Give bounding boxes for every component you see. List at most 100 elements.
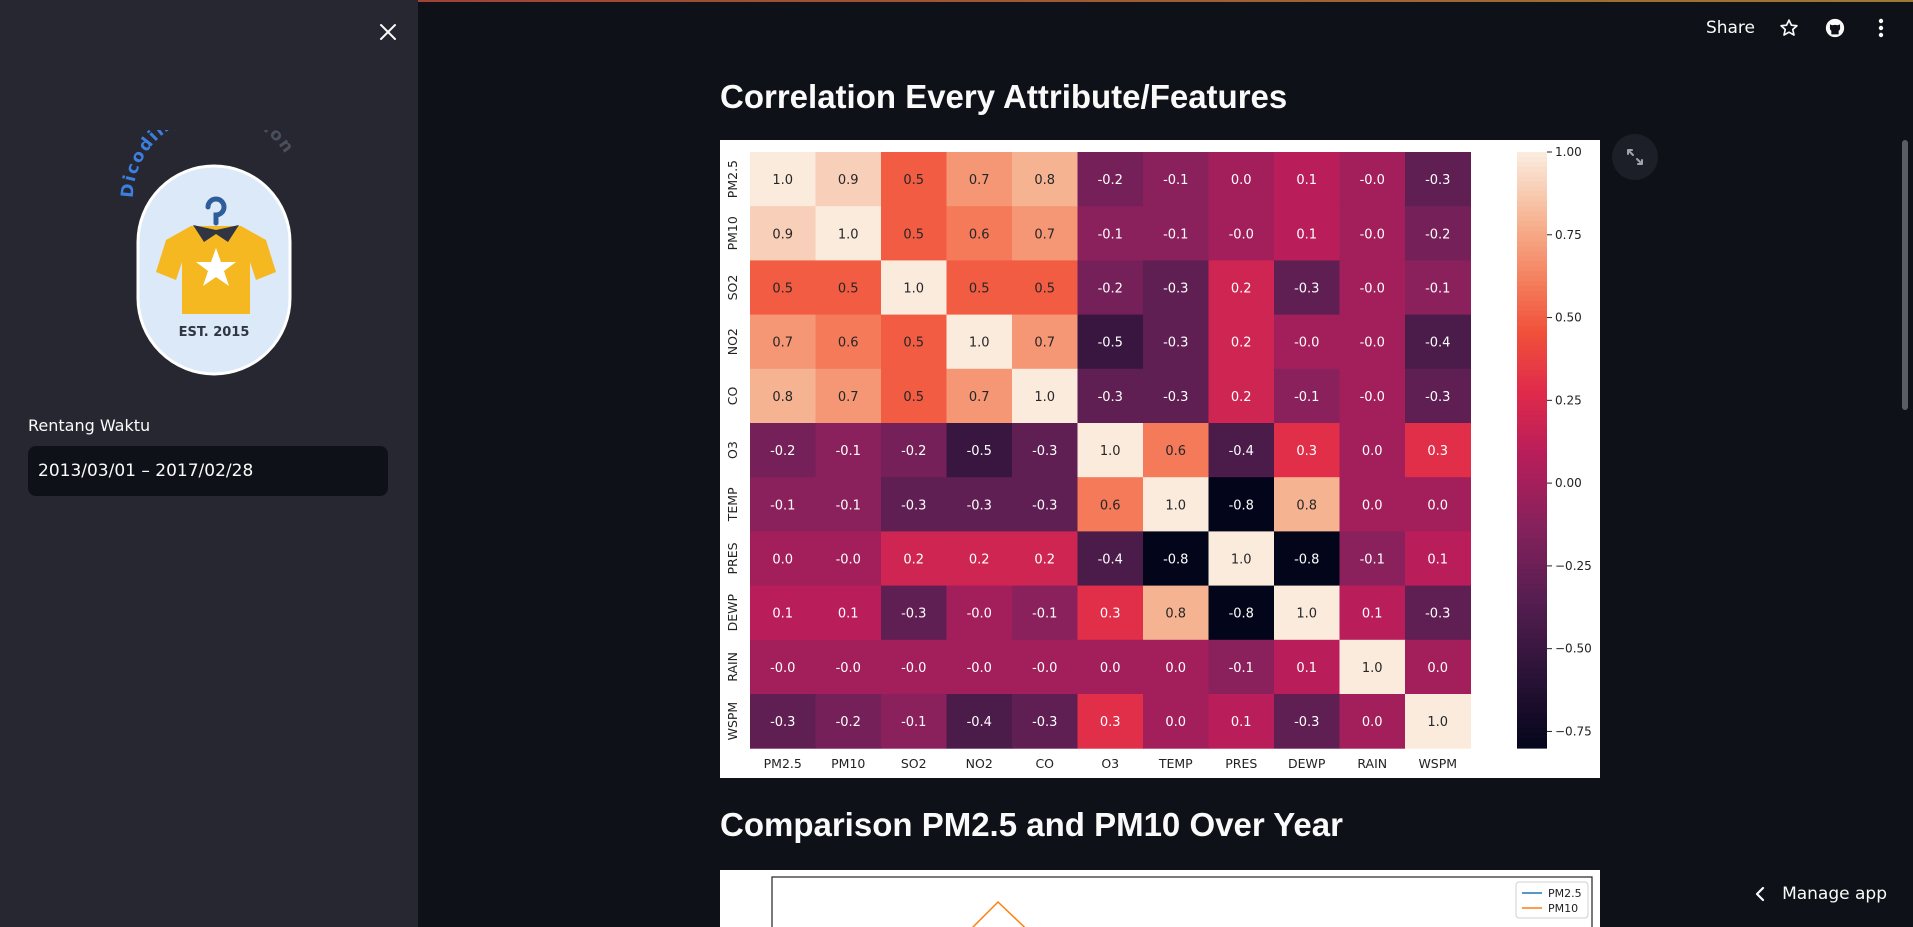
heatmap-cell <box>1077 694 1144 749</box>
colorbar-tick-label: −0.50 <box>1555 642 1592 656</box>
heatmap-cell <box>815 260 882 316</box>
heatmap-cell-label: -0.0 <box>1294 336 1319 351</box>
heatmap-cell-label: 0.5 <box>838 282 859 297</box>
heatmap-cell-label: 1.0 <box>1362 661 1383 676</box>
heatmap-cell-label: -0.5 <box>1098 336 1123 351</box>
colorbar-segment <box>1517 390 1547 396</box>
heatmap-cell-label: 0.7 <box>772 336 793 351</box>
heatmap-cell-label: 0.8 <box>1165 607 1186 622</box>
heatmap-cell-label: 0.0 <box>1362 715 1383 730</box>
heatmap-cell-label: 0.1 <box>1296 227 1317 242</box>
heatmap-cell-label: -0.0 <box>836 553 861 568</box>
star-button[interactable] <box>1777 16 1801 40</box>
colorbar-segment <box>1517 623 1547 630</box>
heatmap-cell <box>1208 423 1275 478</box>
heatmap-cell-label: 0.0 <box>1165 715 1186 730</box>
heatmap-cell-label: -0.0 <box>967 607 992 622</box>
close-sidebar-button[interactable] <box>372 16 404 48</box>
section-title-comparison: Comparison PM2.5 and PM10 Over Year <box>720 806 1343 843</box>
colorbar-segment <box>1517 569 1547 575</box>
heatmap-x-tick-label: WSPM <box>1418 756 1457 771</box>
heatmap-cell <box>1208 206 1275 261</box>
chart-plot-area <box>771 876 1593 927</box>
heatmap-cell-label: -0.1 <box>836 498 861 513</box>
heatmap-cell <box>946 314 1013 370</box>
legend-label: PM10 <box>1548 902 1578 915</box>
main-scrollbar[interactable] <box>1902 140 1908 410</box>
date-range-input[interactable]: 2013/03/01 – 2017/02/28 <box>28 446 388 496</box>
colorbar-segment <box>1517 281 1547 287</box>
colorbar-segment <box>1517 305 1547 312</box>
heatmap-cell <box>1077 531 1144 587</box>
heatmap-cell-label: 0.3 <box>1100 607 1121 622</box>
kebab-menu-icon <box>1878 18 1884 38</box>
colorbar-segment <box>1517 658 1547 665</box>
chart-legend <box>1515 881 1589 919</box>
colorbar-segment <box>1517 539 1547 545</box>
heatmap-cell-label: 0.2 <box>1231 282 1252 297</box>
heatmap-cell <box>946 585 1013 641</box>
heatmap-cell-label: -0.0 <box>770 661 795 676</box>
more-menu-button[interactable] <box>1869 16 1893 40</box>
heatmap-cell <box>1405 531 1471 587</box>
heatmap-cell <box>1339 531 1406 587</box>
heatmap-cell-label: -0.1 <box>1229 661 1254 676</box>
heatmap-cell-label: 1.0 <box>1427 715 1448 730</box>
heatmap-cell <box>1208 152 1275 207</box>
heatmap-cell-label: 0.7 <box>838 390 859 405</box>
heatmap-cell-label: -0.2 <box>901 444 926 459</box>
heatmap-cell-label: -0.0 <box>1360 227 1385 242</box>
heatmap-cell <box>750 423 816 478</box>
colorbar-segment <box>1517 653 1547 660</box>
heatmap-cell <box>815 639 882 695</box>
colorbar-segment <box>1517 221 1547 228</box>
colorbar-segment <box>1517 241 1547 247</box>
colorbar-segment <box>1517 420 1547 426</box>
heatmap-cell-label: 1.0 <box>772 173 793 188</box>
heatmap-cell-label: -0.0 <box>901 661 926 676</box>
heatmap-cell-label: 0.3 <box>1100 715 1121 730</box>
fullscreen-button[interactable] <box>1612 134 1658 180</box>
heatmap-y-tick-label: PM2.5 <box>725 160 740 198</box>
colorbar-segment <box>1517 410 1547 416</box>
manage-app-button[interactable]: Manage app <box>1754 884 1887 904</box>
colorbar-segment <box>1517 514 1547 521</box>
heatmap-cell <box>1077 206 1144 261</box>
heatmap-cell <box>750 477 816 532</box>
heatmap-cell <box>750 206 816 261</box>
share-button[interactable]: Share <box>1705 18 1755 38</box>
heatmap-cell-label: 0.5 <box>969 282 990 297</box>
heatmap-x-tick-label: RAIN <box>1357 756 1387 771</box>
colorbar-segment <box>1517 430 1547 436</box>
colorbar-segment <box>1517 176 1547 183</box>
colorbar-segment <box>1517 594 1547 600</box>
colorbar-segment <box>1517 335 1547 342</box>
colorbar-segment <box>1517 340 1547 347</box>
github-button[interactable] <box>1823 16 1847 40</box>
heatmap-cell-label: -0.1 <box>1163 173 1188 188</box>
colorbar-segment <box>1517 445 1547 451</box>
heatmap-cell <box>946 639 1013 695</box>
colorbar-segment <box>1517 310 1547 317</box>
heatmap-cell <box>1405 423 1471 478</box>
heatmap-cell <box>881 314 947 370</box>
heatmap-cell <box>1405 152 1471 207</box>
colorbar-segment <box>1517 435 1547 441</box>
heatmap-cell <box>1405 694 1471 749</box>
colorbar-segment <box>1517 296 1547 302</box>
heatmap-x-tick-label: CO <box>1035 756 1054 771</box>
heatmap-cell <box>1274 585 1340 641</box>
heatmap-y-tick-label: O3 <box>725 441 740 459</box>
legend-label: PM2.5 <box>1548 887 1582 900</box>
star-icon <box>1780 19 1798 36</box>
github-icon <box>1825 18 1845 38</box>
heatmap-cell-label: -0.1 <box>1360 553 1385 568</box>
heatmap-y-tick-label: RAIN <box>725 652 740 682</box>
heatmap-cell <box>815 477 882 532</box>
heatmap-cell-label: 1.0 <box>838 227 859 242</box>
heatmap-cell-label: -0.0 <box>1360 390 1385 405</box>
heatmap-cell-label: 0.1 <box>1296 173 1317 188</box>
heatmap-cell-label: -0.1 <box>836 444 861 459</box>
colorbar-segment <box>1517 315 1547 322</box>
heatmap-cell-label: -0.8 <box>1229 498 1254 513</box>
